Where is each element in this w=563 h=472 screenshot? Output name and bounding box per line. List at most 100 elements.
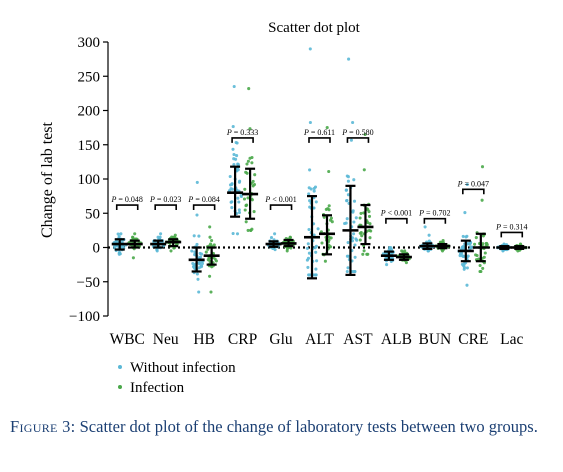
data-point (470, 245, 474, 249)
data-point (235, 232, 240, 236)
data-point (367, 214, 372, 218)
data-point (207, 256, 211, 260)
data-point (307, 192, 311, 196)
data-point (474, 236, 478, 240)
data-point (352, 199, 357, 203)
data-point (466, 241, 470, 246)
data-point (460, 251, 464, 255)
data-point (249, 228, 253, 232)
legend-marker (118, 365, 122, 369)
y-tick-label: 100 (78, 172, 101, 188)
data-point (404, 261, 408, 265)
significance-bracket (308, 137, 331, 143)
data-point (330, 220, 334, 224)
data-point (313, 185, 318, 189)
data-point (232, 152, 236, 157)
data-point (314, 244, 318, 248)
data-point (354, 237, 358, 241)
figure-label: Figure 3: (10, 417, 76, 436)
y-tick-label: 250 (78, 69, 101, 85)
data-point (481, 242, 485, 246)
data-point (461, 245, 466, 249)
data-point (481, 266, 485, 270)
data-point (462, 264, 466, 268)
data-point (237, 208, 241, 212)
p-value-label: P = 0.580 (341, 128, 373, 137)
data-point (345, 199, 349, 203)
data-point (345, 174, 349, 178)
data-point (195, 272, 199, 276)
data-point (485, 241, 489, 245)
p-value-label: P = 0.047 (457, 179, 489, 188)
data-point (427, 233, 431, 237)
data-point (195, 213, 199, 217)
data-point (368, 222, 372, 226)
data-point (351, 120, 355, 125)
data-point (237, 200, 241, 204)
significance-bracket (462, 188, 485, 195)
data-point (369, 229, 373, 233)
data-point (322, 215, 326, 219)
error-bars (111, 165, 528, 280)
data-point (423, 225, 427, 229)
data-point (307, 227, 311, 232)
y-axis-label: Change of lab test (39, 121, 56, 238)
data-point (306, 256, 311, 260)
data-point (352, 220, 356, 224)
data-point (195, 180, 199, 184)
p-value-label: P < 0.001 (264, 195, 296, 204)
y-axis: −100 −50 0 50 100 150 200 250 300 (69, 35, 109, 325)
data-point (250, 161, 254, 165)
data-point (212, 243, 216, 247)
x-tick-label: Glu (269, 331, 293, 348)
data-point (197, 234, 201, 238)
significance-bracket (269, 204, 293, 211)
data-point (229, 200, 233, 204)
data-point (358, 238, 362, 242)
x-tick-label: AST (343, 331, 373, 348)
data-point (204, 250, 208, 254)
data-point (243, 208, 247, 212)
p-value-label: P < 0.001 (380, 209, 412, 218)
p-value-label: P = 0.084 (187, 195, 219, 204)
data-point (475, 253, 479, 258)
significance-bracket (385, 217, 408, 224)
data-point (305, 246, 309, 250)
x-tick-label: Lac (500, 331, 523, 348)
x-tick-label: CRP (228, 331, 257, 348)
data-point (368, 236, 372, 240)
data-point (155, 249, 159, 253)
data-point (208, 235, 212, 239)
data-point (242, 197, 247, 201)
legend-marker (118, 385, 122, 389)
data-point (245, 162, 249, 166)
data-point (308, 168, 312, 172)
chart-title: Scatter dot plot (268, 20, 360, 36)
data-point (236, 196, 240, 200)
data-point (228, 174, 232, 179)
data-point (235, 154, 239, 158)
p-value-label: P = 0.611 (303, 128, 335, 137)
data-point (192, 264, 196, 268)
data-point (328, 245, 333, 249)
data-point (306, 265, 310, 269)
x-tick-label: Neu (153, 331, 179, 348)
data-point (309, 187, 313, 191)
p-value-label: P = 0.048 (111, 195, 143, 204)
x-tick-label: WBC (110, 331, 145, 348)
data-point (353, 255, 357, 259)
data-point (461, 234, 465, 238)
data-point (483, 251, 487, 255)
data-point (231, 231, 235, 236)
data-point (349, 138, 353, 142)
y-tick-label: −100 (69, 309, 100, 325)
data-point (465, 283, 469, 287)
data-point (458, 254, 462, 258)
x-tick-label: ALT (305, 331, 334, 348)
legend-label: Infection (130, 380, 185, 396)
data-point (158, 235, 162, 239)
data-point (307, 273, 311, 277)
data-point (479, 269, 483, 274)
y-tick-label: 0 (93, 241, 101, 257)
y-tick-label: −50 (77, 275, 100, 291)
